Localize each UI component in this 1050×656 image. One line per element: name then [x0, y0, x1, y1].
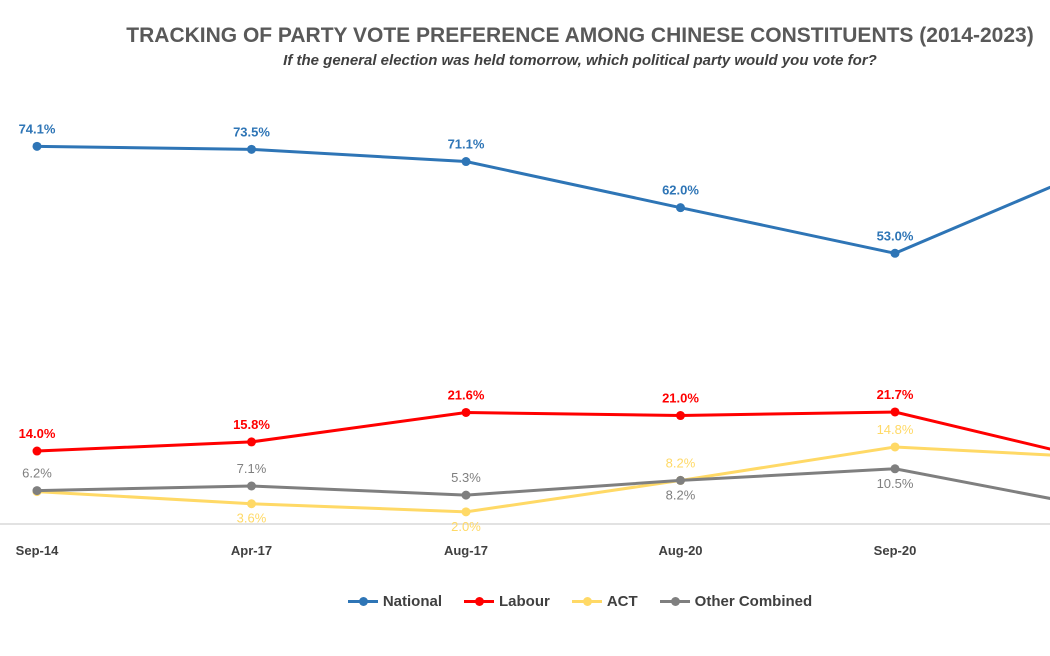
data-point — [247, 481, 256, 491]
data-label: 6.2% — [22, 466, 52, 481]
data-label: 14.0% — [19, 426, 56, 441]
data-point — [461, 490, 471, 500]
x-tick-label: Sep-20 — [874, 543, 917, 558]
legend-line-marker-icon — [659, 597, 690, 606]
data-point — [32, 446, 42, 456]
series-line-act — [36, 445, 1050, 514]
data-point — [890, 407, 900, 417]
data-label: 53.0% — [877, 228, 914, 243]
data-point — [247, 499, 256, 509]
data-label: 21.6% — [448, 387, 485, 402]
legend-label: Other Combined — [694, 593, 813, 610]
data-point — [461, 157, 471, 167]
data-point — [32, 486, 42, 496]
data-label: 7.1% — [237, 461, 267, 476]
data-label: 14.8% — [877, 422, 914, 437]
data-label: 73.5% — [233, 124, 270, 139]
legend-item: ACT — [571, 593, 638, 610]
data-point — [32, 141, 42, 151]
data-label: 8.2% — [666, 455, 696, 470]
series-line-other-combined — [36, 467, 1050, 500]
series-line-labour — [36, 410, 1050, 453]
chart-title: TRACKING OF PARTY VOTE PREFERENCE AMONG … — [126, 24, 1034, 47]
data-label: 71.1% — [448, 137, 485, 152]
data-label: 62.0% — [662, 183, 699, 198]
data-label: 74.1% — [19, 121, 56, 136]
x-tick-label: Aug-17 — [444, 543, 488, 558]
data-point — [461, 507, 471, 517]
legend-line-marker-icon — [464, 597, 494, 606]
data-label: 5.3% — [451, 470, 481, 485]
legend: National Labour ACT Other Combined — [0, 593, 1050, 610]
legend-line-marker-icon — [571, 597, 602, 606]
legend-line-marker-icon — [347, 597, 378, 606]
data-point — [890, 248, 900, 258]
data-label: 2.0% — [451, 519, 481, 534]
data-point — [676, 475, 685, 485]
x-tick-label: Sep-14 — [16, 543, 59, 558]
x-tick-label: Aug-20 — [658, 543, 702, 558]
data-label: 15.8% — [233, 417, 270, 432]
data-label: 21.7% — [877, 387, 914, 402]
data-label: 8.2% — [666, 487, 696, 502]
data-label: 3.6% — [237, 511, 267, 526]
legend-label: ACT — [606, 593, 638, 610]
data-point — [890, 464, 900, 474]
chart-subtitle: If the general election was held tomorro… — [283, 52, 877, 69]
legend-label: National — [382, 593, 442, 610]
legend-item: Labour — [464, 593, 550, 610]
data-point — [247, 144, 256, 154]
data-point — [890, 442, 900, 452]
data-point — [676, 411, 685, 421]
x-tick-label: Apr-17 — [231, 543, 272, 558]
series-line-national — [36, 144, 1050, 255]
data-point — [247, 437, 256, 447]
legend-item: National — [347, 593, 442, 610]
data-label: 21.0% — [662, 391, 699, 406]
data-point — [461, 407, 471, 417]
legend-item: Other Combined — [659, 593, 813, 610]
data-point — [676, 203, 685, 213]
data-label: 10.5% — [877, 476, 914, 491]
legend-label: Labour — [499, 593, 550, 610]
